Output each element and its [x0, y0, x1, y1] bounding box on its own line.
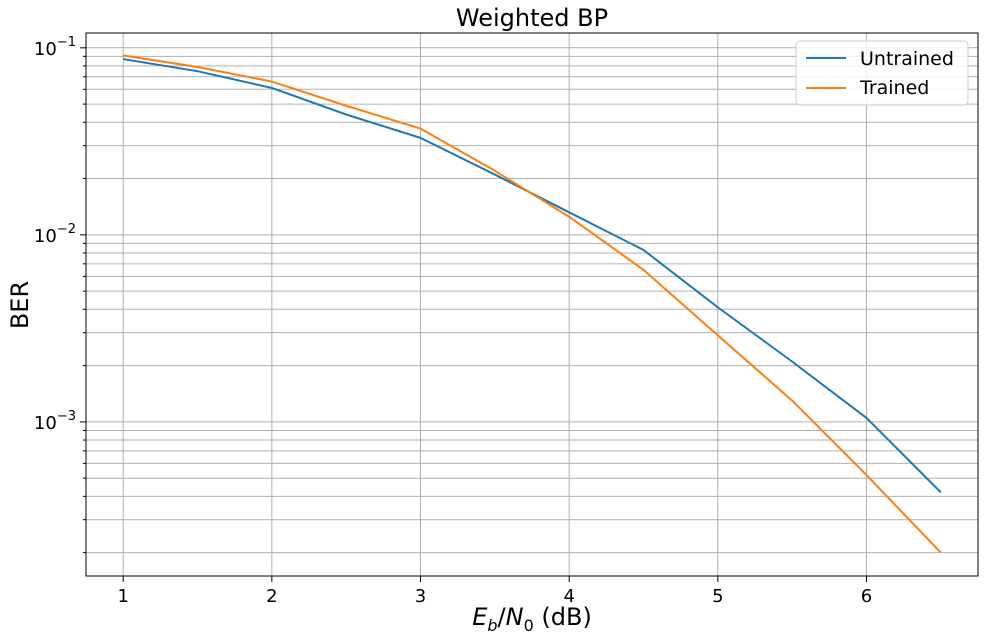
x-tick-label: 1	[117, 586, 128, 607]
y-ticks: 10−3 10−2 10−1	[34, 35, 86, 554]
legend-label-untrained: Untrained	[860, 48, 954, 70]
x-axis-label: Eb/N0 (dB)	[472, 603, 592, 635]
x-tick-label: 5	[712, 586, 723, 607]
x-ticks: 1 2 3 4 5 6	[117, 576, 872, 607]
y-tick-label: 10−2	[34, 222, 76, 247]
x-tick-label: 2	[266, 586, 277, 607]
y-tick-label: 10−3	[34, 409, 76, 434]
chart-title: Weighted BP	[456, 4, 608, 32]
y-axis-label: BER	[6, 281, 34, 329]
series-lines	[123, 54, 942, 554]
grid	[86, 33, 978, 576]
legend-label-trained: Trained	[859, 77, 929, 99]
x-tick-label: 3	[415, 586, 426, 607]
plot-frame	[85, 32, 979, 577]
x-tick-label: 4	[563, 586, 574, 607]
x-tick-label: 6	[861, 586, 872, 607]
y-tick-label: 10−1	[34, 35, 76, 60]
legend: Untrained Trained	[795, 40, 969, 106]
series-line-trained	[123, 54, 942, 554]
